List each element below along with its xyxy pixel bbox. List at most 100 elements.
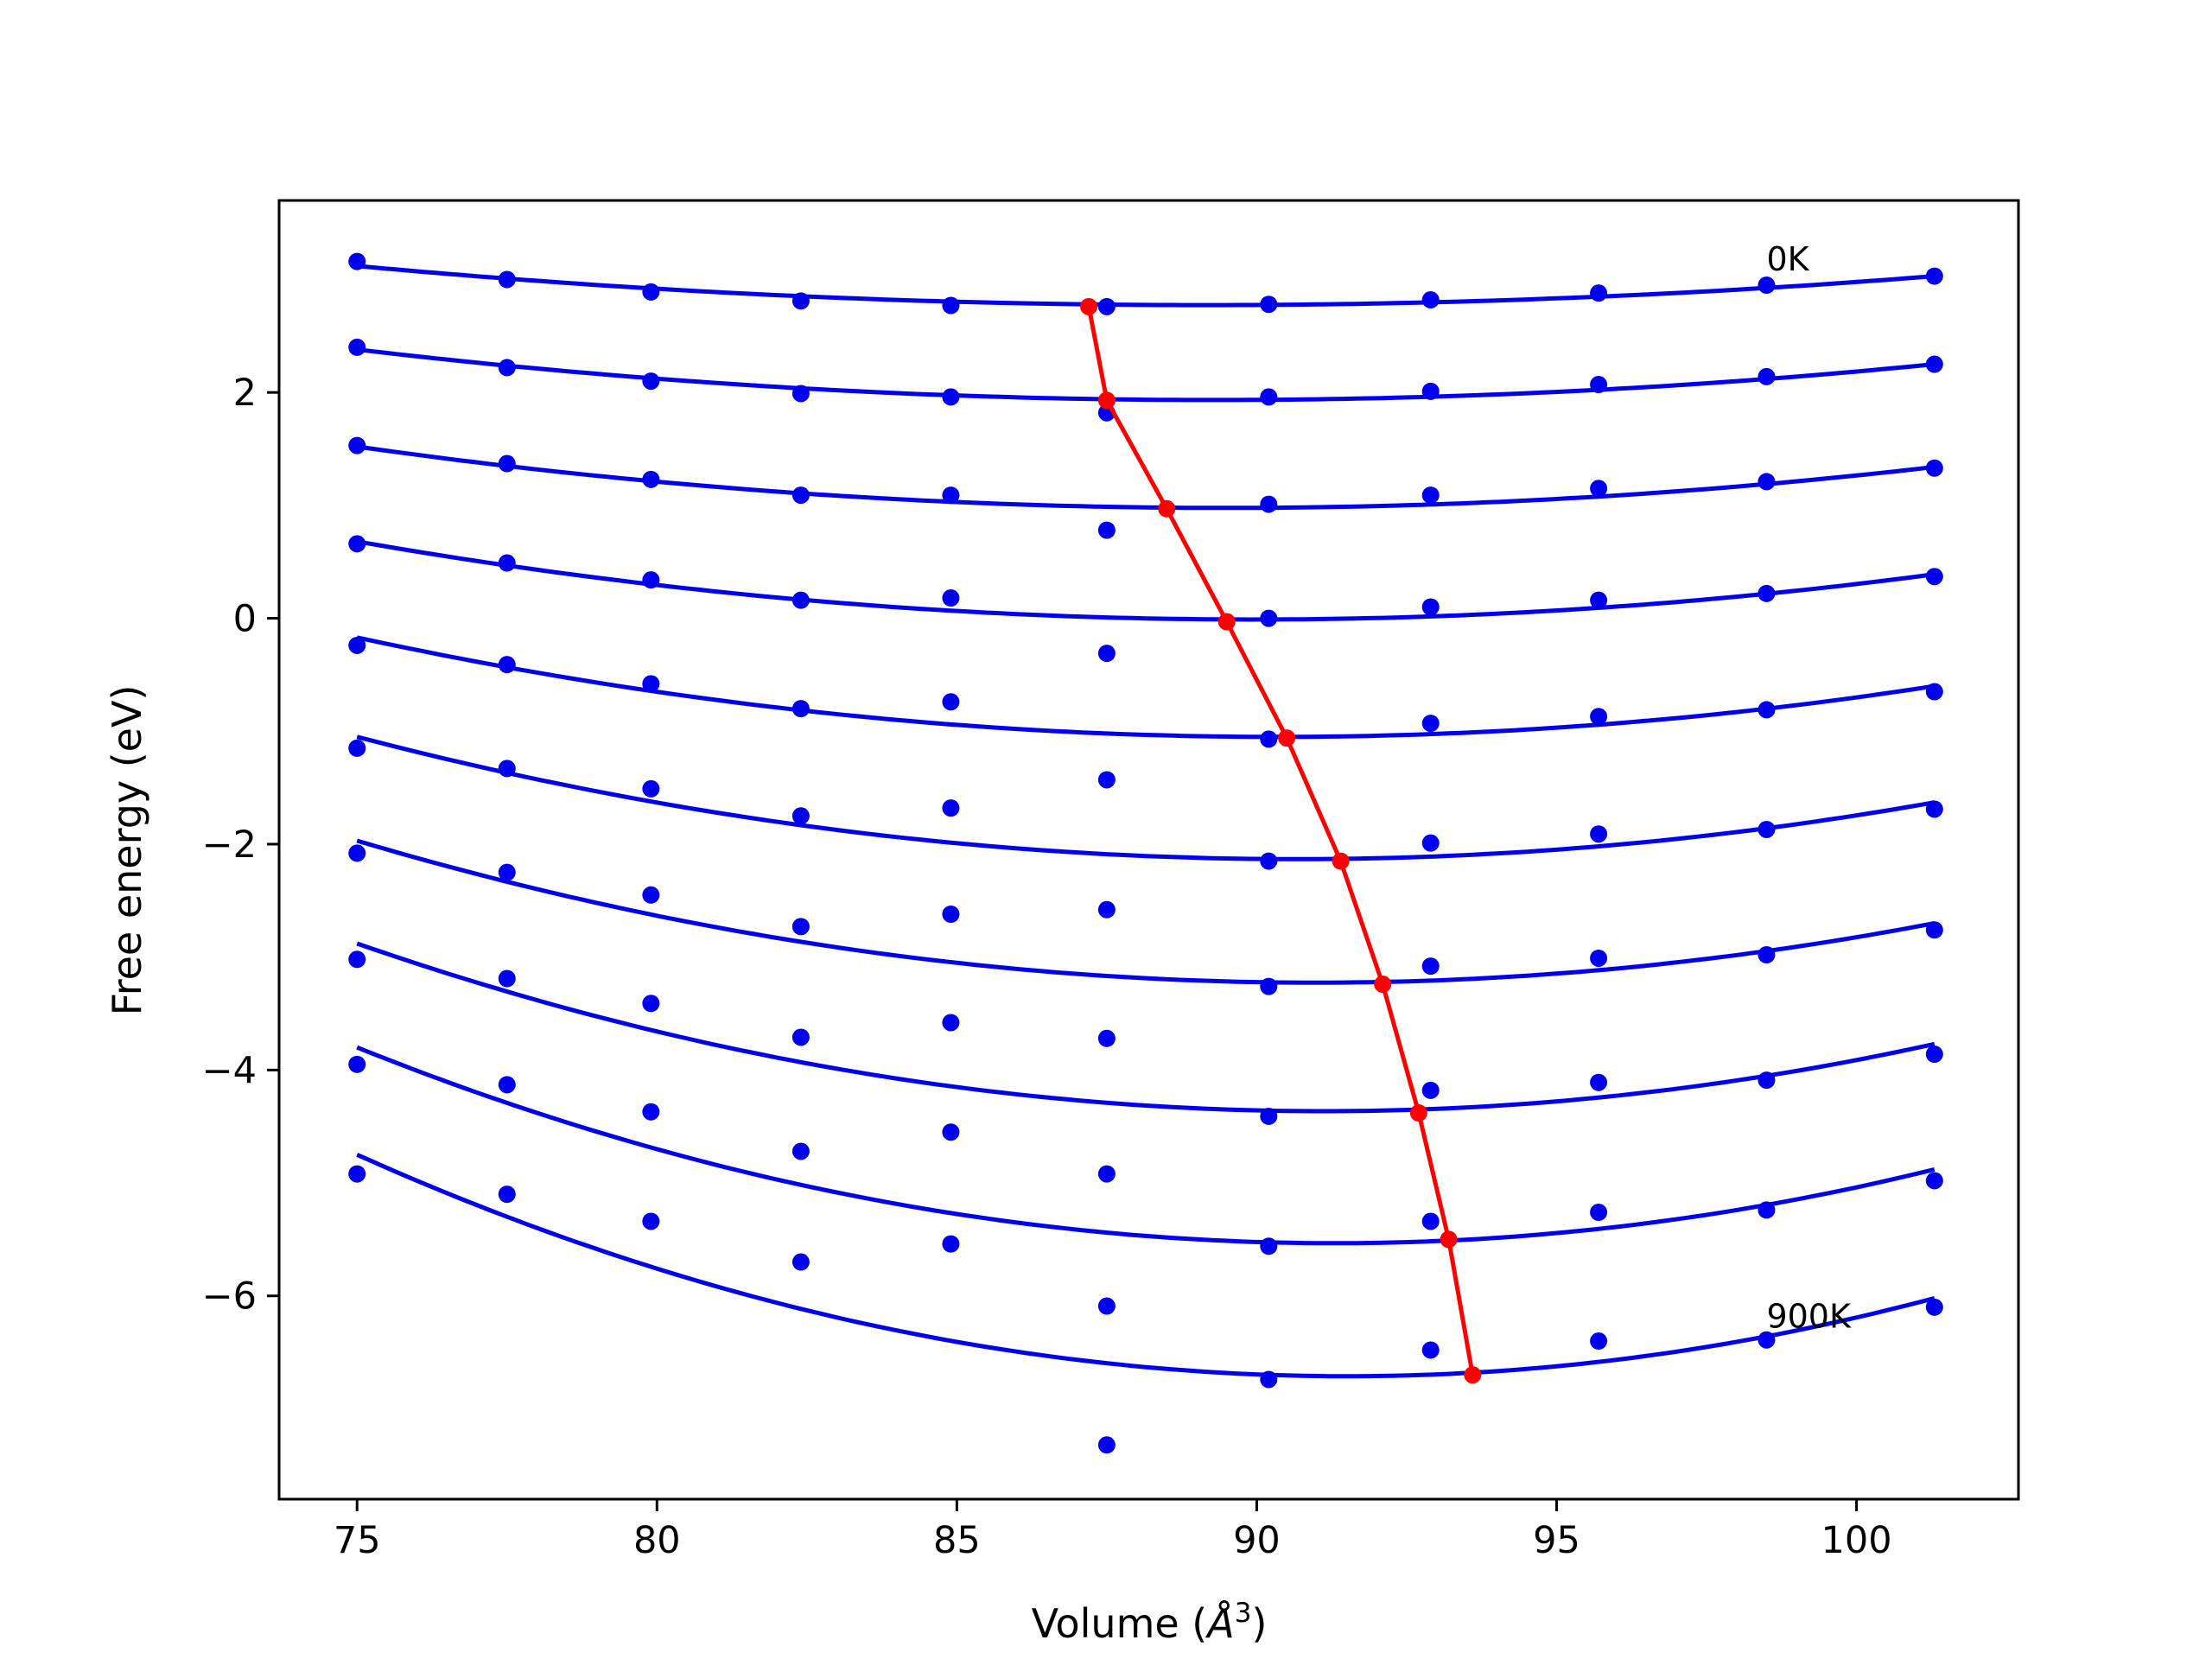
- data-point: [348, 436, 366, 454]
- temperature-annotation: 900K: [1766, 1297, 1852, 1335]
- data-point: [1590, 1332, 1608, 1351]
- annotations: 0K 900K: [1766, 240, 1852, 1335]
- data-point: [1421, 1081, 1440, 1099]
- fit-curve-0: [356, 264, 1935, 308]
- data-point: [1925, 1172, 1943, 1190]
- data-point: [642, 283, 660, 301]
- data-point: [942, 1014, 960, 1032]
- minimum-point: [1278, 729, 1296, 747]
- data-point: [942, 1123, 960, 1141]
- data-point: [498, 1076, 516, 1094]
- data-point: [642, 1212, 660, 1230]
- data-point: [1925, 568, 1943, 586]
- y-tick-label: −6: [202, 1275, 257, 1319]
- data-point: [942, 589, 960, 607]
- x-axis-label: Volume (Å3): [1032, 1598, 1268, 1647]
- data-point: [498, 863, 516, 881]
- data-point: [1421, 834, 1440, 852]
- data-point: [1590, 480, 1608, 498]
- data-point: [348, 739, 366, 757]
- data-point: [791, 807, 810, 825]
- data-point: [1260, 609, 1278, 627]
- data-point: [1097, 1297, 1116, 1315]
- data-point: [791, 918, 810, 936]
- data-point: [642, 779, 660, 798]
- data-point: [1421, 1341, 1440, 1359]
- data-point: [791, 591, 810, 609]
- fit-curve-5: [356, 734, 1936, 861]
- data-point: [1421, 957, 1440, 976]
- data-point: [498, 270, 516, 289]
- data-point: [498, 554, 516, 572]
- data-point: [791, 385, 810, 403]
- data-point: [1758, 584, 1776, 602]
- data-point: [1758, 820, 1776, 838]
- data-point: [791, 1028, 810, 1046]
- data-point: [942, 296, 960, 315]
- data-point: [1421, 382, 1440, 400]
- minimum-point: [1409, 1104, 1427, 1122]
- data-point: [1590, 376, 1608, 394]
- data-point: [1758, 946, 1776, 964]
- y-tick-label: 2: [233, 372, 257, 415]
- minimum-point: [1374, 976, 1392, 994]
- data-point: [1925, 1298, 1943, 1316]
- data-point: [791, 1253, 810, 1271]
- data-point: [498, 1185, 516, 1204]
- data-point: [1925, 459, 1943, 477]
- data-point: [1260, 1237, 1278, 1255]
- fit-curve-6: [356, 838, 1936, 985]
- y-axis-ticks: 2 0 −2 −4 −6: [202, 372, 279, 1319]
- data-point: [1097, 1436, 1116, 1454]
- data-point: [642, 571, 660, 589]
- data-point: [1590, 949, 1608, 967]
- data-point: [1590, 1204, 1608, 1222]
- data-point: [348, 844, 366, 862]
- data-point: [1925, 1046, 1943, 1064]
- data-point: [1590, 284, 1608, 302]
- data-point: [1925, 800, 1943, 818]
- fit-curve-1: [356, 347, 1936, 403]
- data-point: [791, 292, 810, 310]
- minimum-point: [1080, 297, 1098, 315]
- data-point: [1097, 1165, 1116, 1183]
- data-point: [942, 693, 960, 711]
- data-point: [942, 905, 960, 923]
- x-tick-label: 85: [933, 1519, 981, 1562]
- x-tick-label: 90: [1233, 1519, 1281, 1562]
- data-point: [1097, 771, 1116, 789]
- data-point: [942, 1235, 960, 1253]
- data-point: [1097, 521, 1116, 539]
- data-point: [942, 388, 960, 406]
- data-point: [1925, 267, 1943, 285]
- data-point: [1925, 921, 1943, 939]
- data-point: [942, 799, 960, 817]
- data-point: [1097, 900, 1116, 918]
- x-axis-label-text: Volume (: [1032, 1600, 1208, 1647]
- y-tick-label: 0: [233, 598, 257, 641]
- data-point: [1421, 486, 1440, 505]
- axes-frame: [277, 199, 2020, 1501]
- fit-curve-3: [356, 539, 1936, 622]
- data-point: [642, 995, 660, 1013]
- data-point: [348, 535, 366, 553]
- fit-curve-9: [356, 1153, 1936, 1379]
- data-point: [1758, 473, 1776, 491]
- data-point: [348, 636, 366, 654]
- data-point: [1260, 977, 1278, 995]
- data-point: [1925, 683, 1943, 701]
- data-point: [498, 656, 516, 674]
- data-point: [642, 675, 660, 693]
- minimum-point: [1464, 1366, 1482, 1384]
- data-point: [791, 1142, 810, 1160]
- plot-area: [348, 252, 1943, 1454]
- data-point: [1097, 1029, 1116, 1047]
- data-point: [642, 372, 660, 391]
- data-point: [498, 969, 516, 988]
- fit-curve-8: [356, 1045, 1936, 1246]
- data-point: [1421, 1212, 1440, 1230]
- minimum-point: [1332, 852, 1350, 870]
- x-tick-label: 100: [1821, 1519, 1892, 1562]
- data-point: [1260, 1370, 1278, 1389]
